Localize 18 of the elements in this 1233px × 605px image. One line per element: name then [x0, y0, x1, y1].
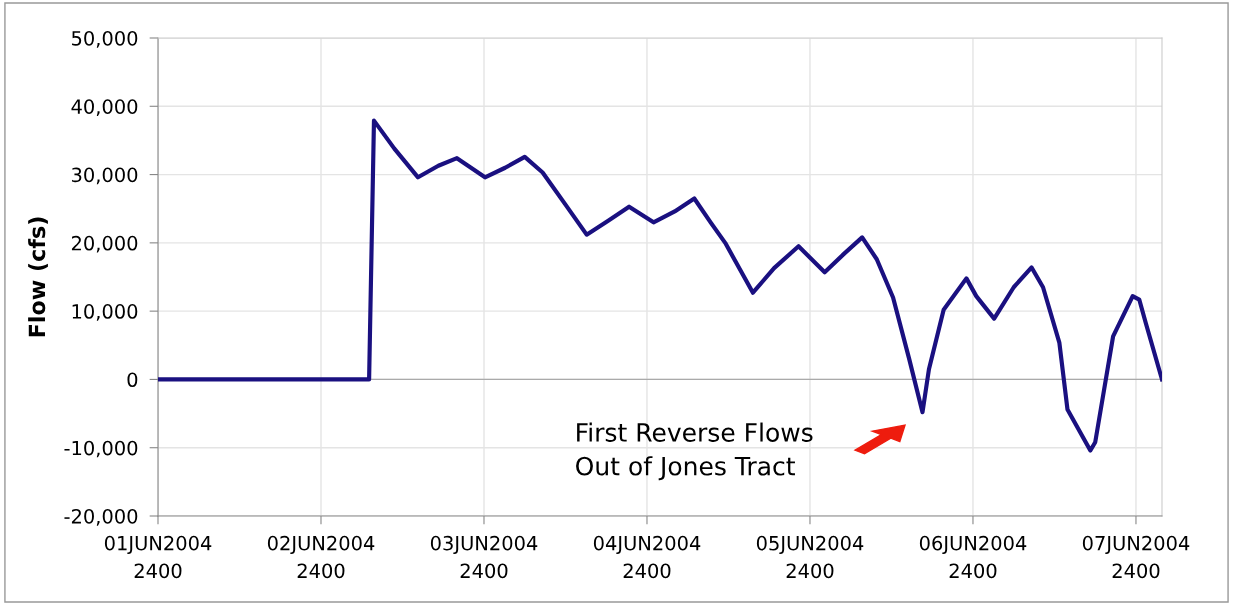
y-tick-label: 10,000 [72, 304, 138, 321]
y-tick-label: 0 [127, 372, 138, 388]
x-tick-label: 07JUN2004 2400 [1082, 535, 1190, 579]
x-tick-label: 06JUN2004 2400 [919, 535, 1027, 579]
y-axis-title: Flow (cfs) [28, 217, 48, 337]
x-tick-label: 02JUN2004 2400 [267, 535, 375, 579]
y-tick-label: -10,000 [64, 440, 138, 458]
x-tick-label: 03JUN2004 2400 [430, 535, 538, 579]
y-tick-label: 50,000 [72, 30, 138, 48]
x-tick-label: 05JUN2004 2400 [756, 535, 864, 579]
y-tick-label: -20,000 [64, 508, 138, 526]
annotation: First Reverse Flows Out of Jones Tract [576, 422, 813, 481]
x-tick-label: 01JUN2004 2400 [104, 535, 212, 579]
y-tick-label: 30,000 [72, 167, 138, 185]
y-tick-label: 20,000 [71, 235, 138, 253]
x-tick-label: 04JUN2004 2400 [593, 535, 701, 579]
line-series [158, 118, 1162, 453]
y-tick-label: 40,000 [71, 99, 138, 116]
